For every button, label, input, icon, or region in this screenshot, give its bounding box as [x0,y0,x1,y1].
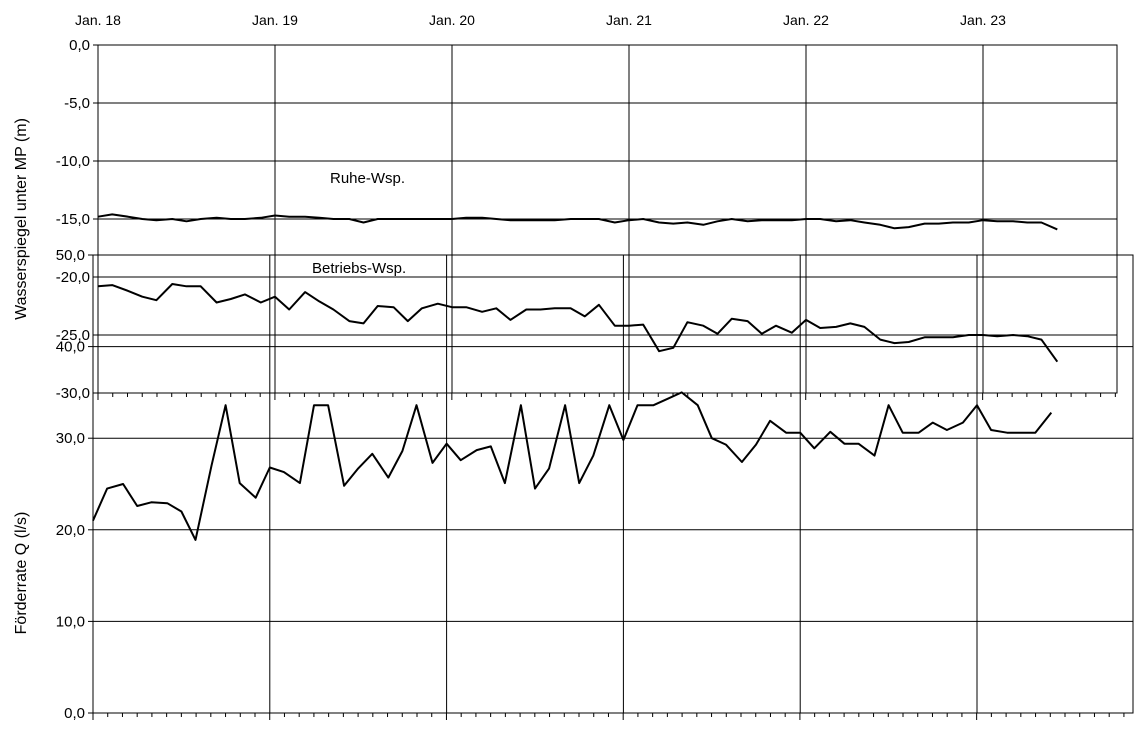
top-series-line-2 [97,283,1059,363]
bottom-y-axis-label: Förderrate Q (l/s) [13,512,30,635]
bottom-y-tick-label: 50,0 [56,247,85,264]
top-x-tick-label: Jan. 19 [252,12,298,28]
top-y-tick-label: -15,0 [56,211,90,228]
bottom-y-tick-label: 10,0 [56,613,85,630]
top-x-tick-label: Jan. 23 [960,12,1006,28]
top-y-tick-label: -5,0 [64,95,90,112]
top-series-line-1 [97,213,1058,231]
bottom-y-tick-label: 0,0 [64,705,85,722]
top-y-tick-label: -10,0 [56,153,90,170]
top-x-tick-label: Jan. 21 [606,12,652,28]
bottom-series-line-1 [92,391,1053,541]
top-y-axis-label: Wasserspiegel unter MP (m) [13,118,30,320]
top-x-tick-label: Jan. 22 [783,12,829,28]
top-x-tick-label: Jan. 18 [75,12,121,28]
top-y-tick-label: -30,0 [56,385,90,402]
top-y-tick-label: -25,0 [56,327,90,344]
annotation-betriebs-wsp: Betriebs-Wsp. [312,260,406,277]
top-x-tick-label: Jan. 20 [429,12,475,28]
annotation-ruhe-wsp: Ruhe-Wsp. [330,170,405,187]
top-y-tick-label: -20,0 [56,269,90,286]
top-y-tick-label: 0,0 [69,37,90,54]
water-level-panel: 0,0 -5,0 -10,0 -15,0 -20,0 -25,0 -30,0 Jan. 18 J… [13,12,1118,402]
bottom-y-tick-label: 20,0 [56,522,85,539]
bottom-y-tick-label: 40,0 [56,339,85,356]
bottom-y-tick-label: 30,0 [56,430,85,447]
